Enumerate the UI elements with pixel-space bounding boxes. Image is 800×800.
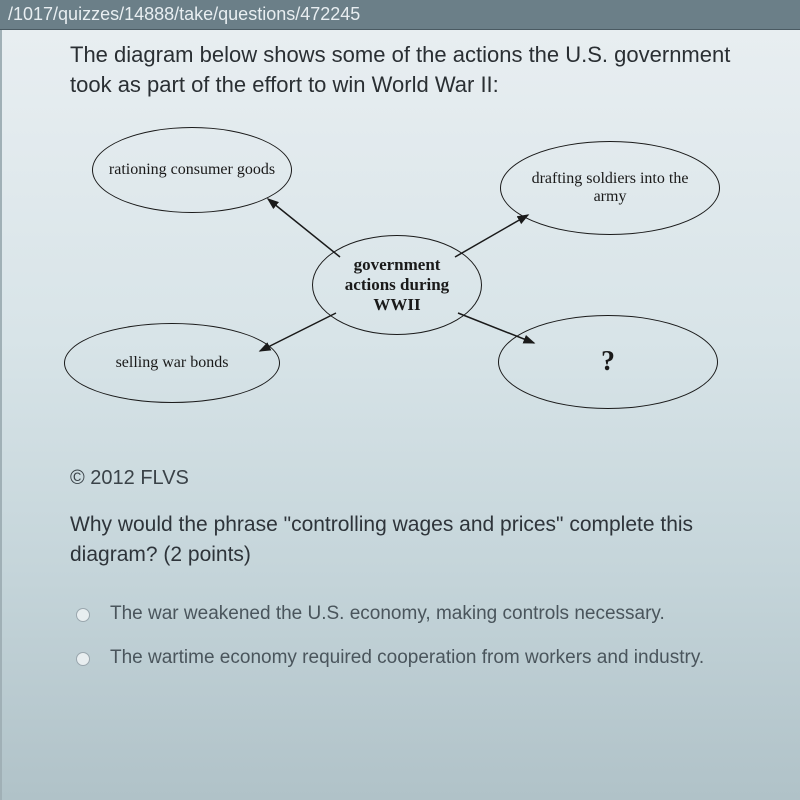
node-label: rationing consumer goods bbox=[109, 161, 275, 179]
diagram-node-bottom-right: ? bbox=[498, 315, 718, 409]
node-label: drafting soldiers into the army bbox=[515, 170, 705, 206]
node-label: government actions during WWII bbox=[327, 255, 467, 315]
copyright-text: © 2012 FLVS bbox=[70, 467, 772, 490]
option-label: The war weakened the U.S. economy, makin… bbox=[110, 603, 665, 625]
diagram-node-bottom-left: selling war bonds bbox=[64, 323, 280, 403]
quiz-page: The diagram below shows some of the acti… bbox=[0, 30, 800, 800]
option-label: The wartime economy required cooperation… bbox=[110, 647, 704, 669]
question-prompt: The diagram below shows some of the acti… bbox=[70, 40, 772, 99]
url-bar: /1017/quizzes/14888/take/questions/47224… bbox=[0, 0, 800, 30]
answer-option[interactable]: The war weakened the U.S. economy, makin… bbox=[70, 603, 772, 625]
radio-icon[interactable] bbox=[76, 652, 90, 666]
question-text: Why would the phrase "controlling wages … bbox=[70, 510, 772, 569]
node-label: ? bbox=[601, 346, 615, 378]
diagram-node-center: government actions during WWII bbox=[312, 235, 482, 335]
diagram-node-top-left: rationing consumer goods bbox=[92, 127, 292, 213]
answer-option[interactable]: The wartime economy required cooperation… bbox=[70, 647, 772, 669]
radio-icon[interactable] bbox=[76, 608, 90, 622]
node-label: selling war bonds bbox=[116, 354, 229, 372]
diagram-node-top-right: drafting soldiers into the army bbox=[500, 141, 720, 235]
concept-diagram: government actions during WWII rationing… bbox=[60, 117, 740, 437]
answer-options: The war weakened the U.S. economy, makin… bbox=[70, 603, 772, 669]
